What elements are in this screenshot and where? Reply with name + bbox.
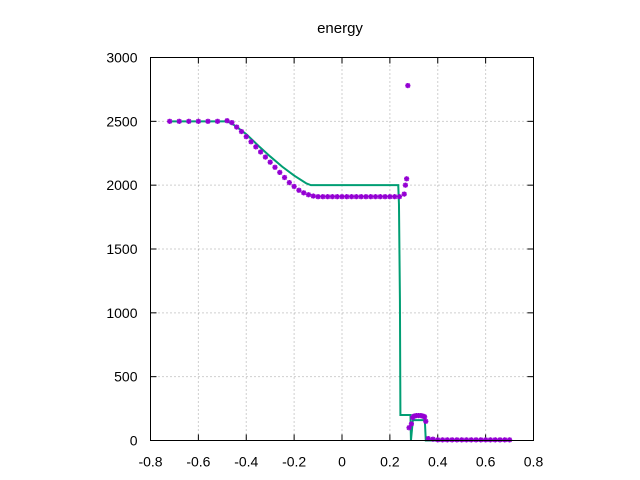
data-point [353, 194, 359, 200]
data-point [248, 139, 254, 145]
data-point [358, 194, 364, 200]
data-point [368, 194, 374, 200]
series-line [169, 120, 510, 442]
data-point [468, 437, 474, 443]
data-point [478, 437, 484, 443]
data-point [392, 194, 398, 200]
x-tick-label: 0.4 [428, 454, 448, 470]
data-point [334, 194, 340, 200]
data-point [267, 159, 273, 165]
x-tick-label: 0.8 [524, 454, 544, 470]
data-point [234, 124, 240, 130]
data-point [497, 437, 503, 443]
data-point [401, 191, 407, 197]
chart-title: energy [317, 20, 363, 37]
data-point [377, 194, 383, 200]
y-tick-label: 2500 [106, 113, 137, 129]
data-point [402, 182, 409, 188]
data-point [423, 418, 429, 424]
data-point [262, 154, 268, 160]
y-tick-label: 0 [130, 433, 138, 449]
data-point [286, 180, 292, 186]
y-tick-label: 2000 [106, 177, 137, 193]
x-tick-label: 0.6 [476, 454, 496, 470]
x-tick-label: 0 [338, 454, 346, 470]
data-point [305, 192, 312, 198]
y-tick-label: 1500 [106, 241, 137, 257]
data-point [176, 118, 182, 124]
data-point [238, 128, 245, 135]
x-tick-label: -0.2 [282, 454, 306, 470]
data-point [405, 82, 411, 89]
data-point [421, 414, 428, 420]
data-point [186, 118, 192, 124]
data-point [396, 194, 403, 200]
data-point [449, 437, 455, 443]
data-point [310, 193, 316, 199]
plot-area [167, 82, 513, 443]
data-point [382, 194, 388, 200]
data-point [372, 194, 379, 200]
data-point [272, 164, 278, 170]
data-point [473, 437, 479, 443]
x-tick-label: -0.4 [234, 454, 258, 470]
data-point [253, 144, 259, 150]
data-point [243, 134, 249, 140]
data-point [348, 194, 355, 200]
data-point [214, 118, 221, 124]
data-point [195, 118, 201, 124]
y-tick-label: 1000 [106, 305, 137, 321]
data-point [291, 183, 297, 190]
data-point [408, 421, 415, 427]
data-point [387, 194, 393, 200]
data-point [344, 194, 350, 200]
data-point [435, 437, 441, 443]
data-point [325, 194, 331, 200]
data-point [502, 437, 508, 443]
y-tick-label: 500 [114, 369, 138, 385]
data-point [167, 118, 173, 124]
data-point [463, 437, 470, 443]
data-point [320, 194, 326, 200]
x-axis: -0.8 -0.6 -0.4 -0.2 0 0.2 0.4 0.6 0.8 [138, 57, 544, 470]
data-point [404, 176, 410, 182]
data-point [444, 437, 450, 443]
data-point [459, 437, 465, 443]
data-point [406, 425, 412, 431]
data-point [315, 194, 321, 200]
data-point [487, 437, 494, 443]
x-tick-label: 0.2 [380, 454, 400, 470]
data-point [281, 174, 288, 181]
data-point [229, 120, 235, 126]
data-point [339, 194, 345, 200]
data-point [454, 437, 460, 443]
data-point [205, 118, 211, 124]
data-point [506, 437, 513, 443]
plot-frame [150, 57, 534, 441]
data-point [296, 187, 302, 193]
data-point [277, 169, 283, 175]
data-point [430, 436, 436, 442]
data-point [363, 194, 369, 200]
data-point [258, 149, 264, 155]
grid [150, 57, 534, 441]
x-tick-label: -0.6 [186, 454, 210, 470]
data-point [492, 437, 498, 443]
data-point [439, 437, 446, 443]
y-axis: 0 500 1000 1500 2000 2500 3000 [106, 50, 534, 449]
data-point [329, 194, 336, 200]
y-tick-label: 3000 [106, 50, 137, 66]
data-point [483, 437, 489, 443]
data-point [224, 118, 230, 124]
x-tick-label: -0.8 [138, 454, 162, 470]
data-point [301, 190, 307, 196]
